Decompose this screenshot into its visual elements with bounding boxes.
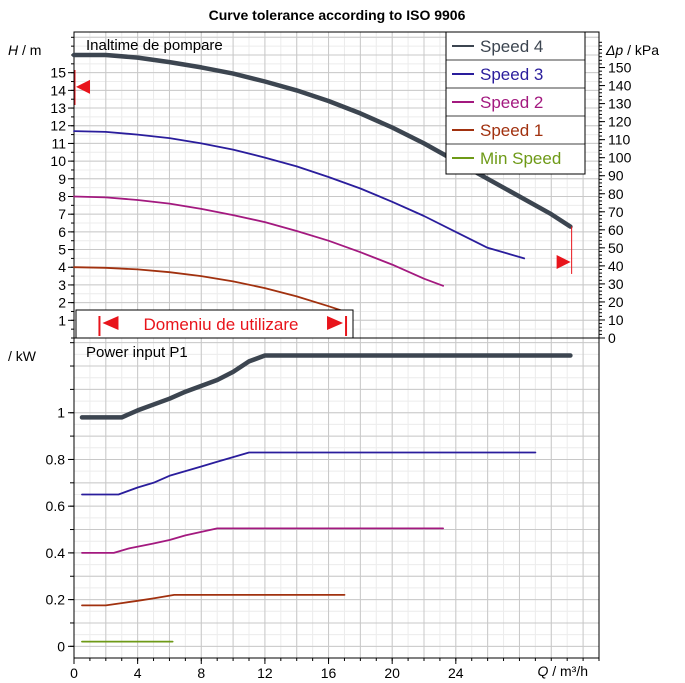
power-curve-speed-4-line [79, 353, 573, 420]
tick-label-head: 4 [58, 259, 66, 275]
tick-label-kpa: 30 [608, 276, 624, 292]
head-curve-speed-1-line [73, 266, 346, 313]
tick-label-kpa: 20 [608, 294, 624, 310]
tick-label-head: 3 [58, 277, 66, 293]
legend-label-speed-3: Speed 3 [480, 65, 543, 84]
tick-label-head: 5 [58, 242, 66, 258]
tick-label-kpa: 90 [608, 168, 624, 184]
domeniu-box [75, 309, 354, 339]
tick-label-power: 0.6 [46, 498, 66, 514]
tick-label-kpa: 10 [608, 312, 624, 328]
tick-label-head: 10 [50, 153, 66, 169]
y-right-axis-var: Δp [605, 42, 623, 58]
y-right-axis-unit: / kPa [623, 42, 659, 58]
power-curves [79, 353, 573, 643]
grid-major [73, 32, 599, 658]
tick-label-kpa: 80 [608, 186, 624, 202]
tick-label-kpa: 110 [608, 132, 631, 148]
domeniu-left-arrow [102, 316, 119, 330]
tick-label-kpa: 100 [608, 150, 632, 166]
tick-label-power: 0.4 [46, 545, 66, 561]
domeniu-bracket: Domeniu de utilizare [75, 309, 354, 339]
tick-label-power: 0 [57, 638, 65, 654]
legend-label-min-speed: Min Speed [480, 149, 561, 168]
x-ticks: 0 4 8 12 16 20 24 [70, 658, 600, 681]
power-axis-label: / kW [8, 348, 37, 364]
tick-label-head: 15 [50, 65, 66, 81]
domeniu-right-arrow [327, 316, 344, 330]
legend: Speed 4 Speed 3 Speed 2 Speed 1 Min Speed [445, 31, 586, 175]
y-right-axis-label: Δp / kPa [605, 42, 659, 58]
tick-label-x: 20 [384, 665, 400, 681]
tick-label-x: 8 [197, 665, 205, 681]
tick-label-head: 9 [58, 171, 66, 187]
y-left-axis-label: H / m [8, 42, 41, 58]
power-curve-speed-1-line [81, 594, 346, 607]
head-markers [74, 70, 573, 274]
tick-label-head: 14 [50, 82, 66, 98]
tick-label-kpa: 40 [608, 258, 624, 274]
tick-label-head: 11 [51, 135, 66, 151]
tick-label-x: 0 [70, 665, 78, 681]
y-left-axis-unit: / m [18, 42, 41, 58]
tick-label-x: 16 [321, 665, 337, 681]
tick-label-kpa: 70 [608, 204, 624, 220]
head-right-ticks: 0 10 20 30 40 50 60 70 80 90 100 110 120 130 140 150 [599, 41, 632, 346]
tick-label-x: 12 [257, 665, 273, 681]
head-curve-speed-4-line [71, 52, 573, 229]
tick-label-x: 4 [134, 665, 142, 681]
head-curve-speed-3-line [73, 130, 526, 260]
legend-label-speed-1: Speed 1 [480, 121, 543, 140]
tick-label-x: 24 [448, 665, 464, 681]
tick-label-kpa: 140 [608, 78, 632, 94]
tick-label-head: 13 [50, 100, 66, 116]
x-axis-label: Q / m³/h [537, 663, 588, 679]
tick-label-kpa: 60 [608, 222, 624, 238]
tick-label-power: 0.2 [46, 592, 66, 608]
tick-label-head: 8 [58, 188, 66, 204]
left-arrow-marker [76, 79, 90, 94]
tick-label-power: 0.8 [46, 451, 66, 467]
tick-label-head: 6 [58, 224, 66, 240]
tick-label-head: 12 [50, 118, 66, 134]
legend-label-speed-4: Speed 4 [480, 37, 543, 56]
x-axis-unit: / m³/h [548, 663, 588, 679]
head-curve-speed-2-line [73, 195, 445, 287]
chart-title: Curve tolerance according to ISO 9906 [209, 7, 466, 23]
tick-label-head: 2 [58, 295, 66, 311]
tick-label-kpa: 0 [608, 330, 616, 346]
power-ticks: 0 0.2 0.4 0.6 0.8 1 [46, 342, 74, 654]
y-left-axis-var: H [8, 42, 19, 58]
tick-label-kpa: 150 [608, 60, 632, 76]
power-curve-speed-3-line [81, 451, 537, 496]
tick-label-kpa: 50 [608, 240, 624, 256]
legend-label-speed-2: Speed 2 [480, 93, 543, 112]
head-panel-label: Inaltime de pompare [86, 37, 223, 54]
tick-label-head: 1 [58, 312, 66, 328]
domeniu-label: Domeniu de utilizare [144, 315, 299, 334]
tick-label-head: 7 [58, 206, 66, 222]
power-curve-speed-2-line [81, 527, 445, 554]
tick-label-kpa: 130 [608, 96, 632, 112]
power-panel-label: Power input P1 [86, 344, 188, 361]
right-arrow-marker [556, 254, 571, 269]
head-curves [71, 52, 573, 313]
x-axis-var: Q [537, 663, 548, 679]
plot-frame [73, 31, 600, 659]
tick-label-power: 1 [57, 405, 65, 421]
tick-label-kpa: 120 [608, 114, 632, 130]
